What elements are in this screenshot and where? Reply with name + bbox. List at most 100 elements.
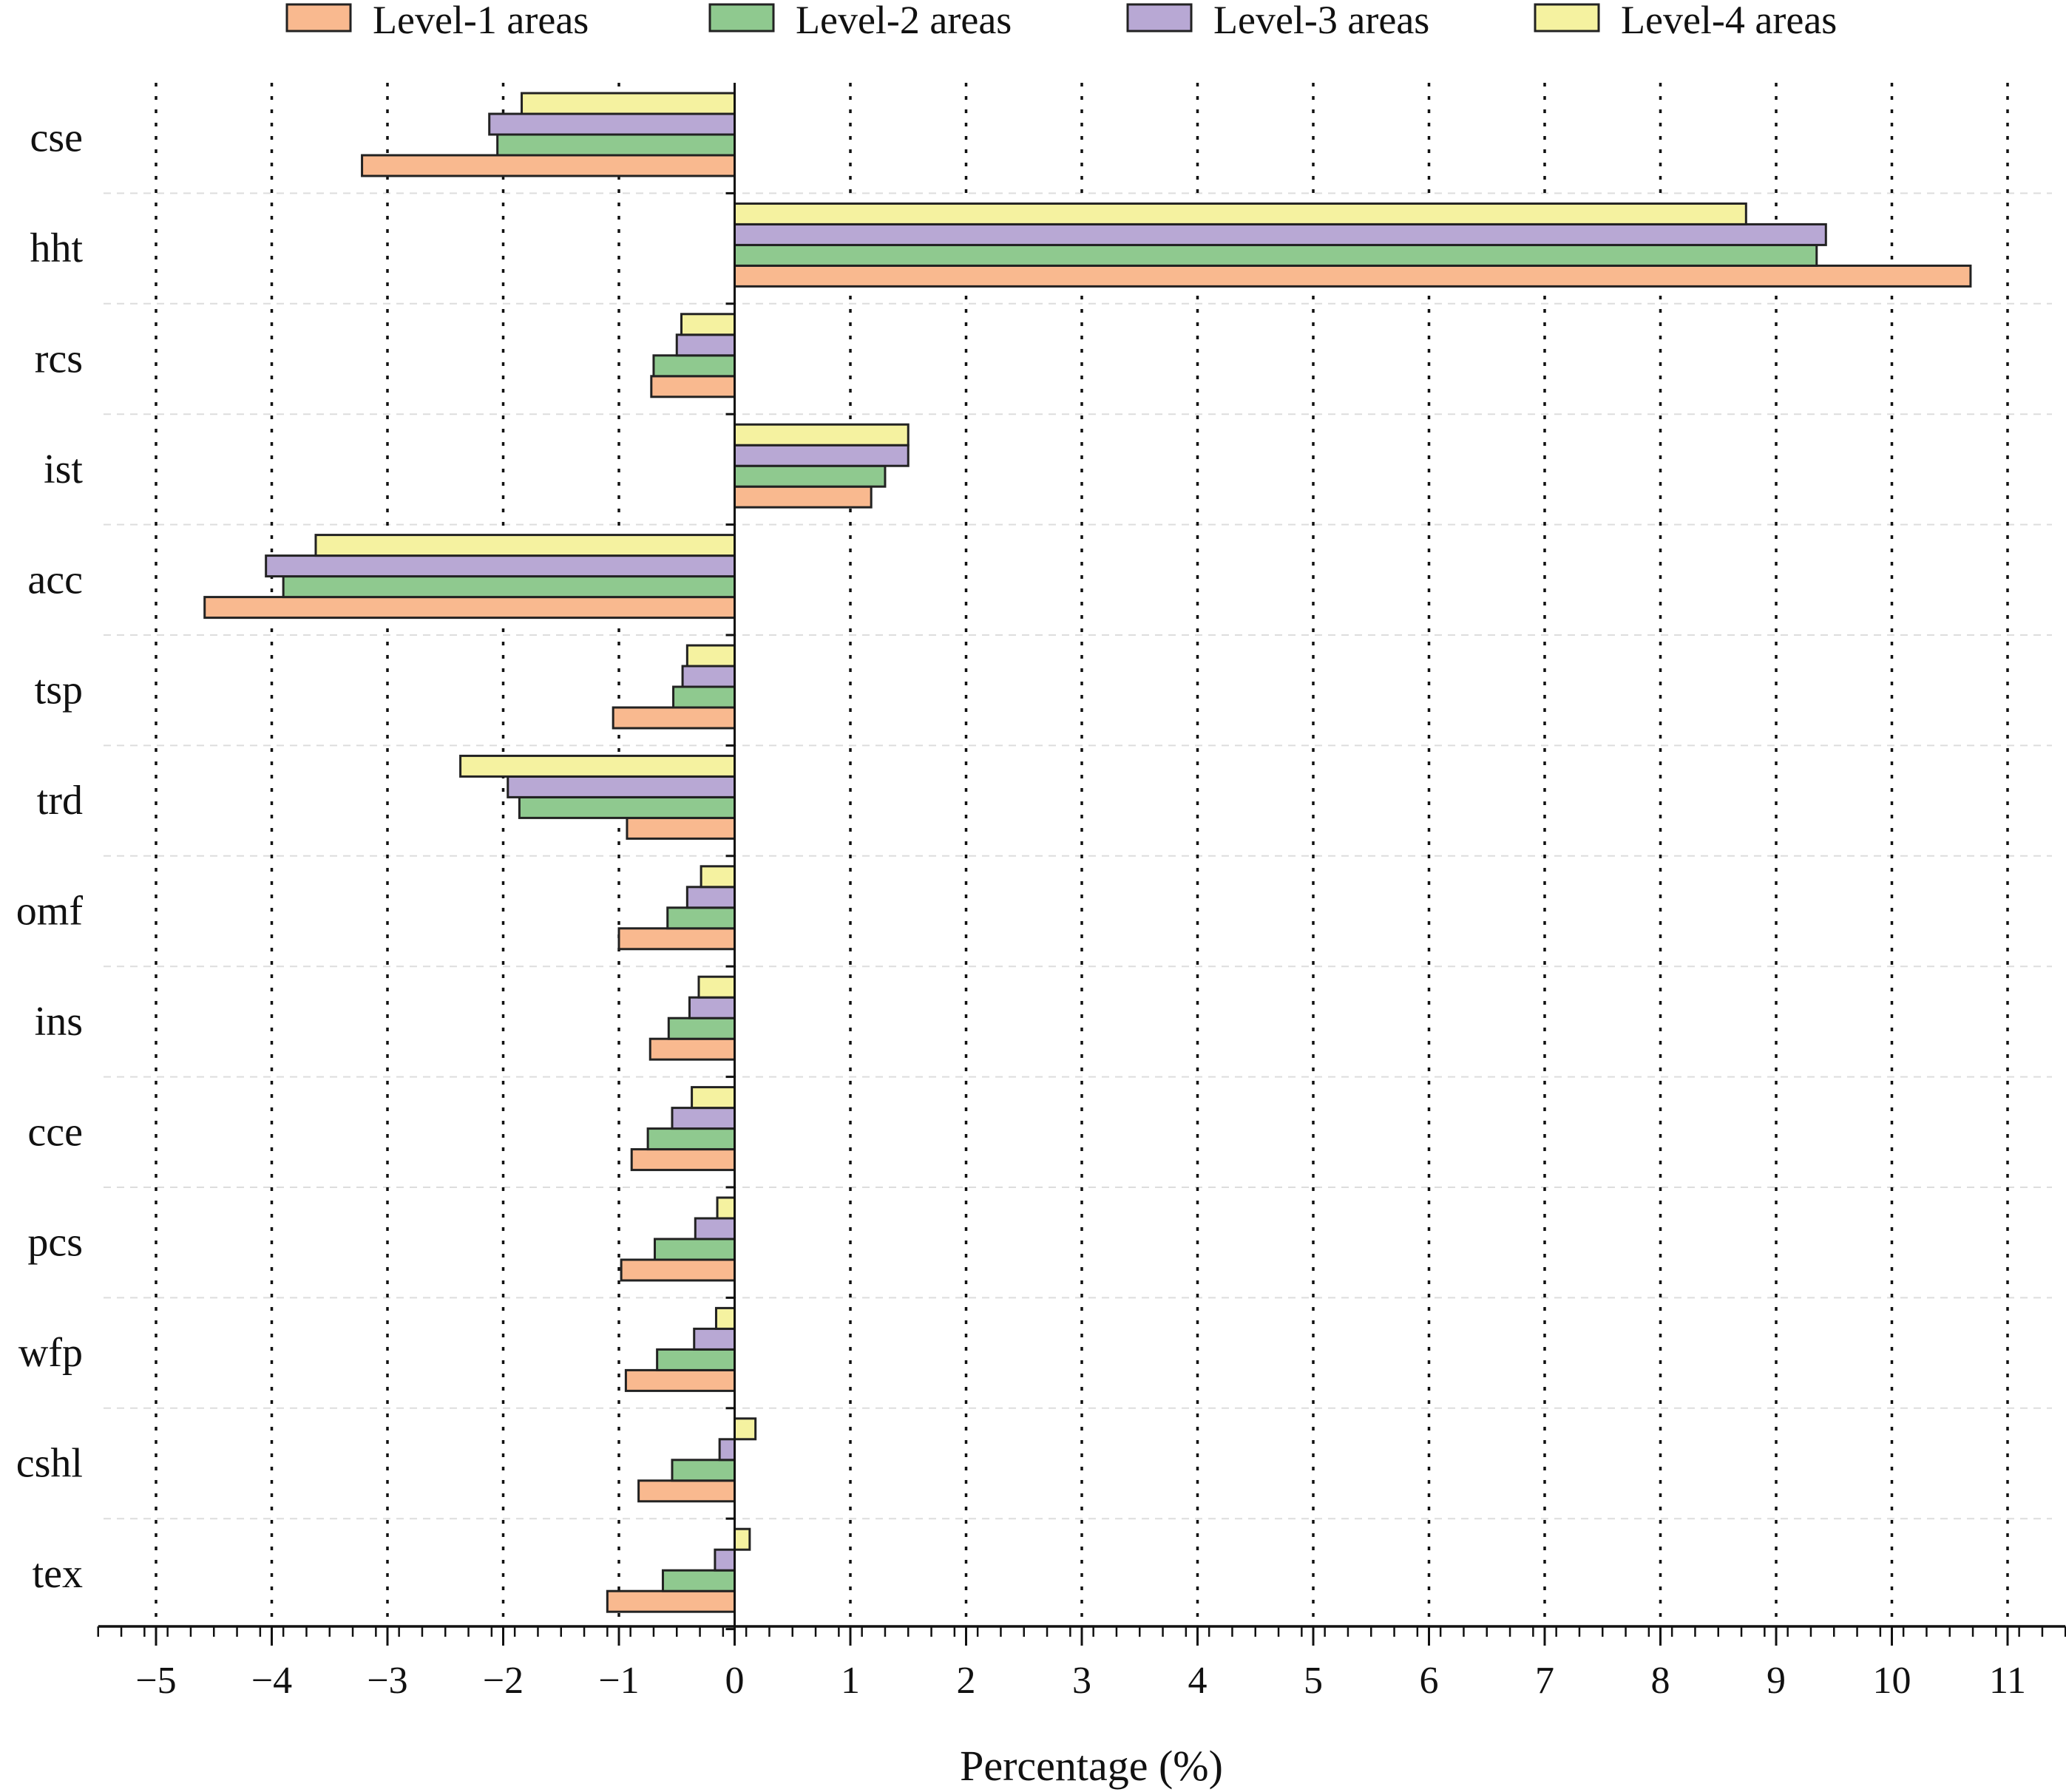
legend-swatch-level-4 xyxy=(1534,3,1600,33)
bar-tsp-level-4 xyxy=(685,644,736,668)
legend-label: Level-3 areas xyxy=(1213,0,1429,42)
bar-wfp-level-4 xyxy=(714,1306,736,1330)
gridlines xyxy=(155,83,2009,1626)
bar-cse-level-3 xyxy=(488,112,736,136)
bar-cce-level-4 xyxy=(691,1086,736,1110)
bar-acc-level-4 xyxy=(314,534,736,557)
bar-wfp-level-2 xyxy=(656,1348,736,1371)
category-label: omf xyxy=(16,889,84,934)
bar-cce-level-1 xyxy=(630,1148,736,1172)
bar-wfp-level-1 xyxy=(624,1368,736,1392)
legend-swatch-level-1 xyxy=(285,3,352,33)
bar-cshl-level-2 xyxy=(671,1459,736,1482)
bar-omf-level-4 xyxy=(700,865,736,889)
bar-ist-level-1 xyxy=(734,485,873,509)
bar-ist-level-2 xyxy=(734,464,887,488)
bar-rcs-level-1 xyxy=(650,375,736,398)
category-label: hht xyxy=(30,225,83,271)
bar-rcs-level-4 xyxy=(680,313,736,336)
x-axis-title: Percentage (%) xyxy=(960,1742,1223,1790)
category-label: wfp xyxy=(18,1330,83,1376)
category-label: rcs xyxy=(35,336,83,382)
category-label: ins xyxy=(35,999,83,1045)
bar-tsp-level-3 xyxy=(681,665,736,688)
x-tick-label: 6 xyxy=(1420,1660,1439,1702)
x-tick-label: 8 xyxy=(1651,1660,1670,1702)
legend: Level-1 areas Level-2 areas Level-3 areas L… xyxy=(285,0,1837,42)
bar-cshl-level-4 xyxy=(734,1417,757,1441)
bar-hht-level-2 xyxy=(734,243,1818,267)
x-tick-label: −3 xyxy=(367,1660,407,1702)
x-tick-label: 4 xyxy=(1188,1660,1208,1702)
bar-ist-level-4 xyxy=(734,423,910,447)
bar-ist-level-3 xyxy=(734,444,910,467)
bar-tex-level-2 xyxy=(661,1569,736,1592)
bar-trd-level-2 xyxy=(518,795,736,819)
bar-cce-level-2 xyxy=(646,1127,736,1151)
bar-cce-level-3 xyxy=(671,1107,736,1130)
bar-pcs-level-3 xyxy=(694,1217,736,1241)
x-tick-label: 5 xyxy=(1304,1660,1323,1702)
bar-cse-level-1 xyxy=(361,154,736,177)
bar-pcs-level-2 xyxy=(654,1238,736,1261)
bar-rcs-level-3 xyxy=(675,333,736,357)
category-label: cce xyxy=(27,1109,83,1155)
bar-cse-level-4 xyxy=(521,92,736,115)
bar-tsp-level-2 xyxy=(672,685,736,709)
x-tick-label: −1 xyxy=(598,1660,639,1702)
x-tick-label: 3 xyxy=(1072,1660,1091,1702)
x-tick-label: 2 xyxy=(957,1660,976,1702)
bar-pcs-level-1 xyxy=(620,1258,736,1282)
bar-ins-level-1 xyxy=(648,1037,736,1061)
bar-pcs-level-4 xyxy=(716,1196,736,1220)
bar-trd-level-4 xyxy=(459,754,736,778)
x-tick-label: 11 xyxy=(1989,1660,2026,1702)
category-labels: cse hht rcs ist acc tsp trd omf ins cce pcs wfp cshl… xyxy=(16,115,84,1597)
legend-label: Level-4 areas xyxy=(1621,0,1837,42)
x-tick-label: −5 xyxy=(135,1660,176,1702)
category-label: tex xyxy=(33,1551,83,1597)
category-label: tsp xyxy=(35,668,83,713)
bar-hht-level-3 xyxy=(734,223,1827,246)
x-tick-label: 9 xyxy=(1767,1660,1786,1702)
category-label: pcs xyxy=(27,1220,83,1266)
bar-acc-level-1 xyxy=(203,596,736,620)
category-label: trd xyxy=(37,778,83,824)
bar-tsp-level-1 xyxy=(612,706,736,730)
category-label: acc xyxy=(27,557,83,603)
category-label: ist xyxy=(44,447,83,492)
legend-swatch-level-2 xyxy=(708,3,775,33)
bar-trd-level-3 xyxy=(507,775,736,798)
bar-tex-level-4 xyxy=(734,1527,751,1551)
bar-omf-level-3 xyxy=(685,886,736,909)
bar-cse-level-2 xyxy=(496,133,736,157)
x-tick-label: 0 xyxy=(725,1660,745,1702)
legend-label: Level-1 areas xyxy=(373,0,589,42)
bar-hht-level-4 xyxy=(734,202,1747,225)
bar-hht-level-1 xyxy=(734,264,1972,288)
zero-axis xyxy=(725,83,736,1631)
x-axis: −5 −4 −3 −2 −1 0 1 2 3 4 5 6 7 8 9 10 11 xyxy=(97,1625,2066,1702)
x-tick-label: −4 xyxy=(251,1660,292,1702)
x-tick-label: 1 xyxy=(841,1660,860,1702)
x-tick-label: −2 xyxy=(483,1660,524,1702)
bar-tex-level-1 xyxy=(606,1589,736,1613)
x-tick-label: 10 xyxy=(1873,1660,1911,1702)
category-dividers xyxy=(104,192,2052,1520)
legend-swatch-level-3 xyxy=(1126,3,1193,33)
bar-tex-level-3 xyxy=(714,1548,736,1572)
bar-trd-level-1 xyxy=(626,816,736,840)
bar-omf-level-1 xyxy=(617,927,736,951)
bar-omf-level-2 xyxy=(666,906,736,930)
category-label: cse xyxy=(30,115,83,161)
category-label: cshl xyxy=(16,1441,83,1487)
legend-label: Level-2 areas xyxy=(796,0,1012,42)
bar-acc-level-3 xyxy=(265,554,736,578)
bar-ins-level-3 xyxy=(688,996,736,1019)
bar-rcs-level-2 xyxy=(652,354,736,378)
bar-cshl-level-1 xyxy=(637,1479,736,1503)
bar-ins-level-4 xyxy=(697,975,736,999)
bar-ins-level-2 xyxy=(667,1017,736,1040)
x-tick-label: 7 xyxy=(1535,1660,1554,1702)
